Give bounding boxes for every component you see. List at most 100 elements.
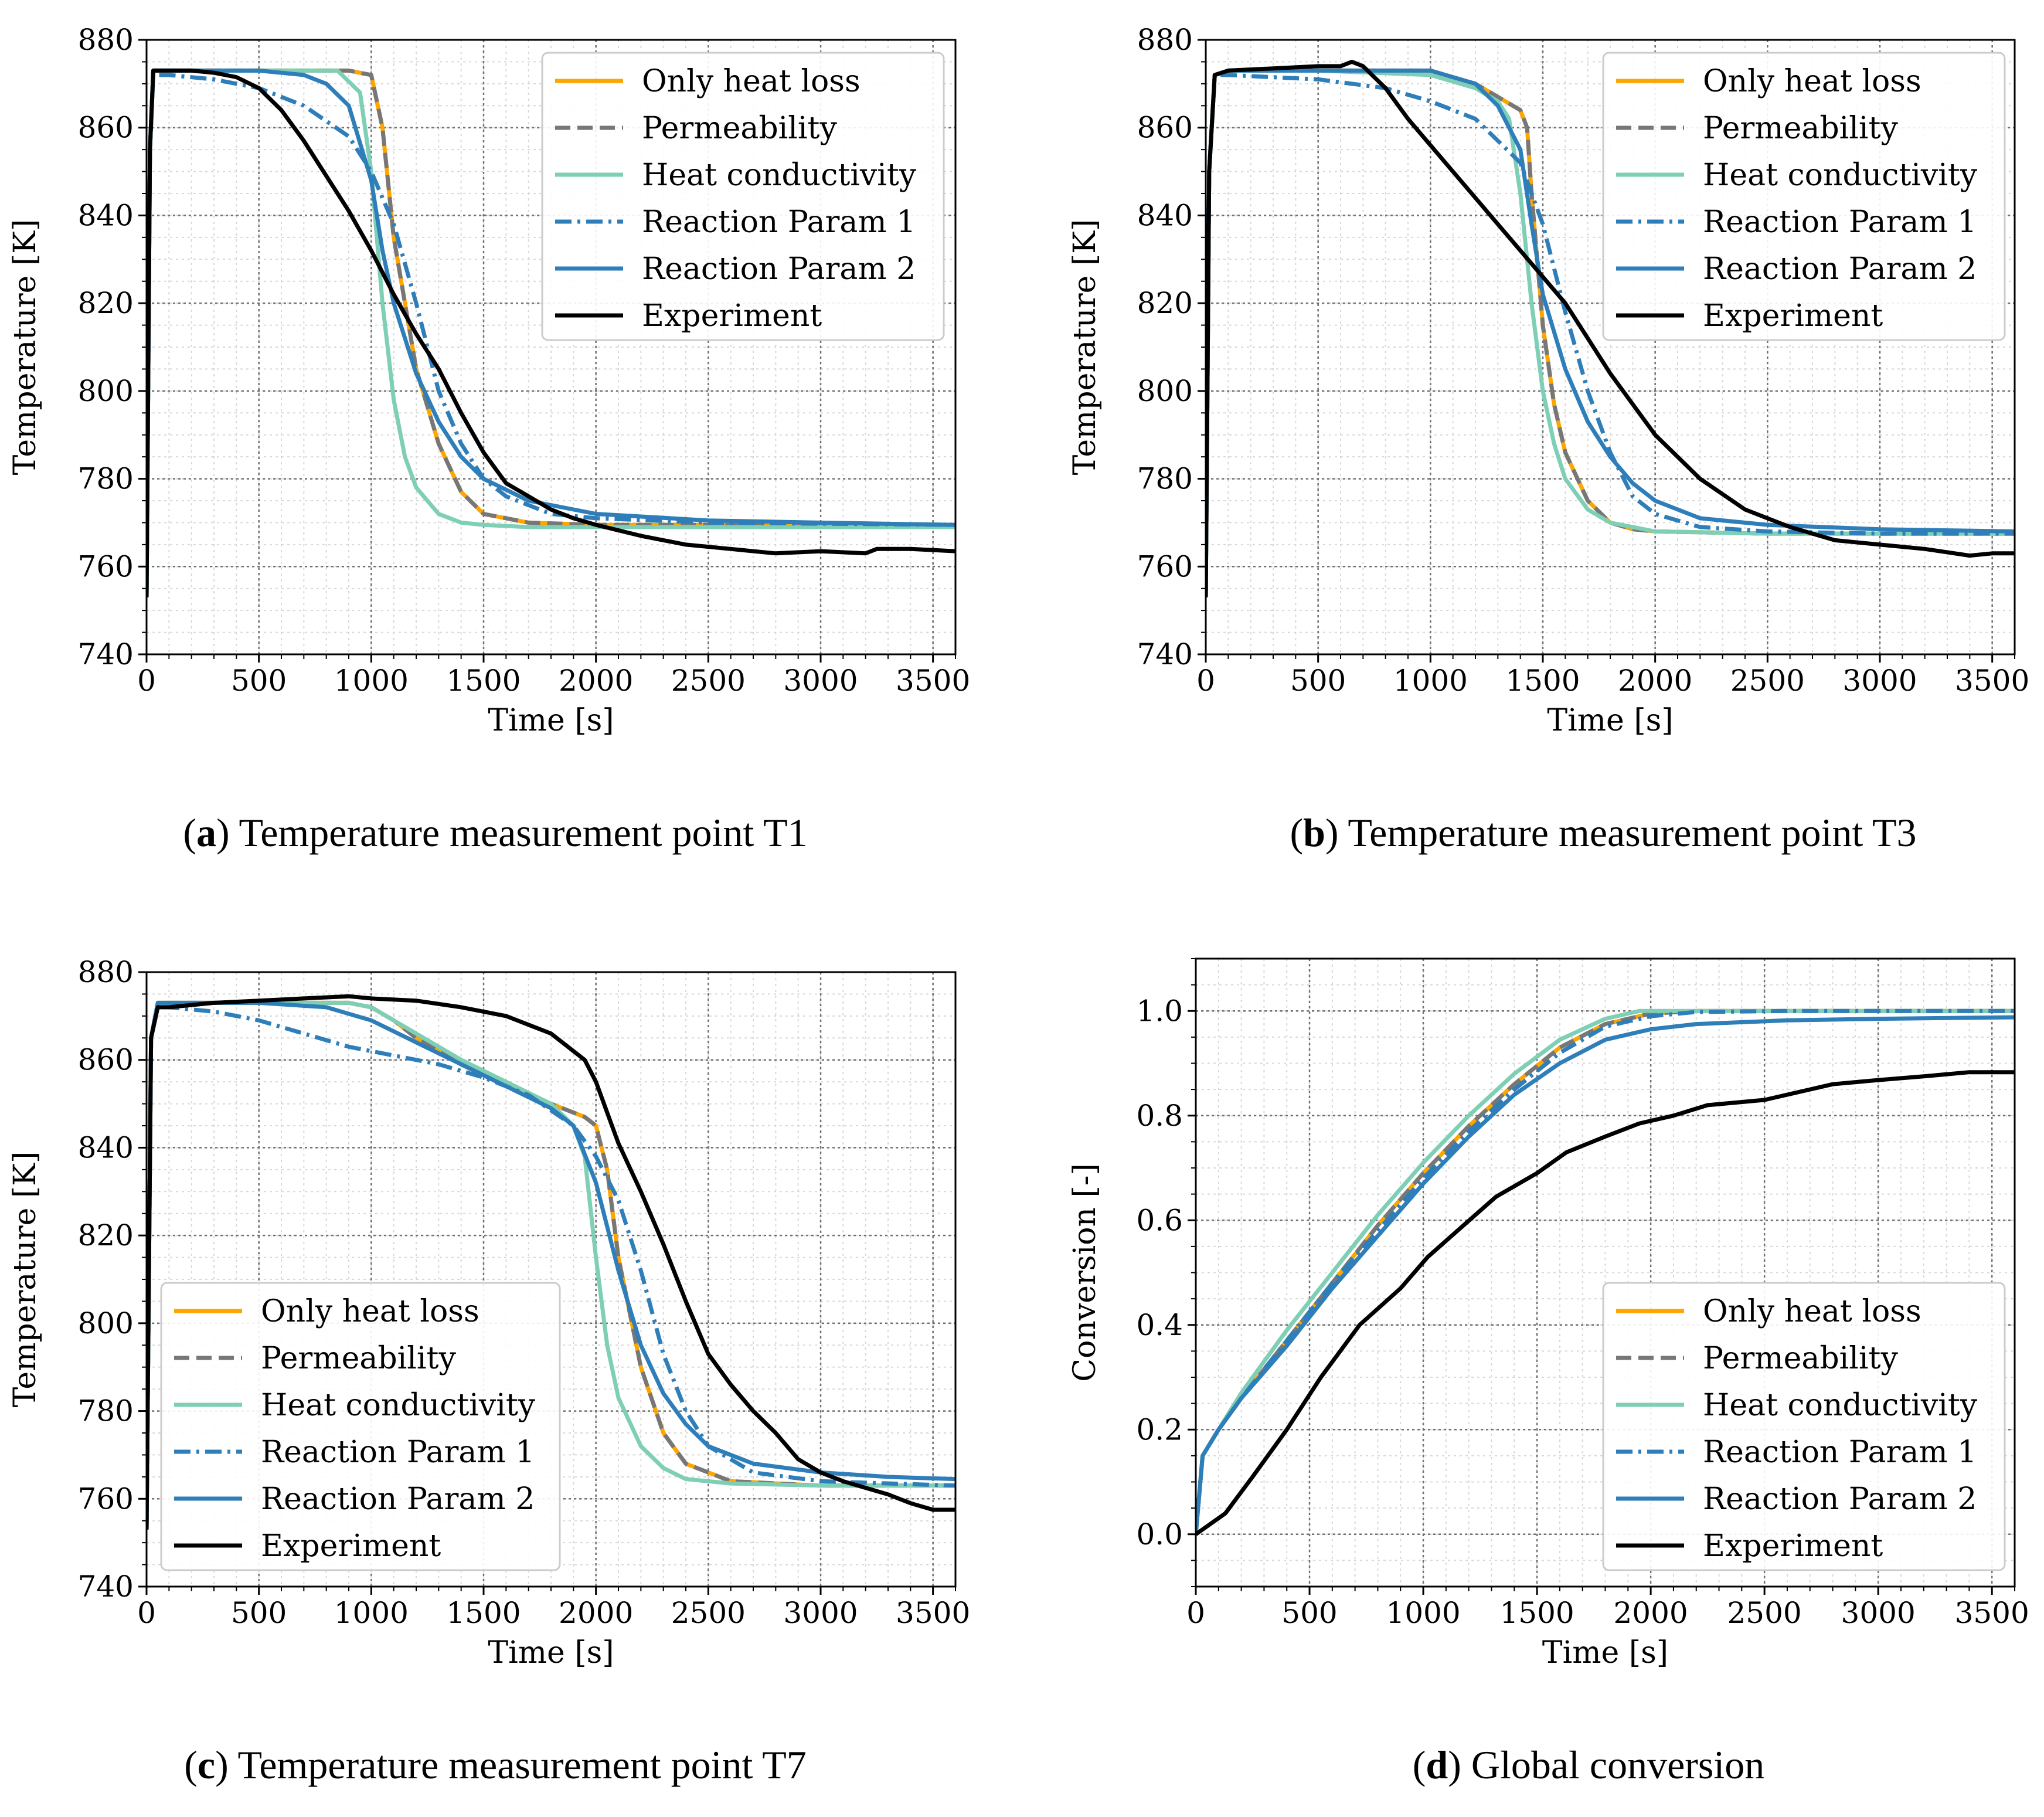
series-line-reaction-param-2	[1196, 1015, 2015, 1535]
y-tick-label: 800	[78, 1306, 134, 1340]
legend-label: Reaction Param 2	[261, 1482, 535, 1517]
caption-text: Temperature measurement point T1	[239, 810, 807, 855]
legend: Only heat loss Permeability Heat conductiv…	[1602, 1282, 2006, 1571]
x-tick-label: 3000	[1842, 664, 1917, 698]
panel-a: 0 500 1000 1500 2000 2500 3000 3500 740 760 780 800…	[8, 23, 970, 855]
series-line-reaction-param-1	[1206, 73, 2015, 597]
x-tick-label: 3000	[783, 1596, 858, 1630]
legend-label: Reaction Param 1	[1703, 1435, 1977, 1470]
y-tick-label: 780	[78, 1394, 134, 1428]
y-axis-label: Conversion [-]	[1067, 1163, 1103, 1381]
y-tick-label: 800	[1137, 374, 1193, 408]
x-tick-label: 500	[231, 664, 287, 698]
legend: Only heat loss Permeability Heat conductiv…	[1602, 52, 2006, 341]
panel-caption: (a) Temperature measurement point T1	[183, 810, 807, 855]
caption-letter: c	[198, 1743, 215, 1787]
legend-label: Experiment	[1703, 298, 1883, 334]
y-axis-label: Temperature [K]	[8, 1152, 43, 1408]
x-tick-label: 3000	[1841, 1596, 1916, 1630]
y-tick-label: 0.2	[1136, 1412, 1183, 1446]
x-tick-label: 2500	[671, 1596, 746, 1630]
y-tick-label: 760	[78, 549, 134, 583]
legend-label: Reaction Param 2	[642, 252, 916, 287]
legend-label: Only heat loss	[642, 64, 861, 99]
x-tick-label: 1500	[1505, 664, 1580, 698]
legend-label: Experiment	[261, 1529, 441, 1564]
x-axis-label: Time [s]	[488, 1635, 614, 1670]
y-tick-label: 820	[78, 1218, 134, 1252]
x-tick-label: 3500	[896, 664, 970, 698]
caption-paren-open: (	[184, 1743, 198, 1787]
caption-paren-close: )	[1325, 810, 1348, 855]
legend-label: Heat conductivity	[642, 158, 917, 193]
x-tick-label: 3500	[1955, 1596, 2029, 1630]
caption-text: Global conversion	[1471, 1743, 1764, 1787]
x-tick-label: 2500	[1730, 664, 1805, 698]
x-axis-label: Time [s]	[1547, 703, 1673, 738]
x-tick-label: 0	[1196, 664, 1215, 698]
y-tick-label: 860	[78, 1043, 134, 1077]
x-tick-label: 3500	[1955, 664, 2029, 698]
legend-label: Experiment	[642, 298, 822, 334]
caption-paren-open: (	[1413, 1743, 1426, 1787]
legend-label: Permeability	[1703, 1341, 1898, 1376]
x-tick-label: 1000	[1386, 1596, 1460, 1630]
caption-paren-close: )	[215, 1743, 237, 1787]
y-tick-label: 840	[78, 198, 134, 232]
x-tick-label: 1500	[446, 1596, 521, 1630]
legend-label: Reaction Param 1	[1703, 205, 1977, 240]
caption-text: Temperature measurement point T7	[238, 1743, 807, 1787]
y-tick-label: 0.8	[1136, 1099, 1183, 1133]
x-tick-label: 500	[1290, 664, 1346, 698]
y-tick-label: 880	[78, 955, 134, 989]
legend-label: Heat conductivity	[261, 1388, 536, 1423]
y-tick-label: 0.0	[1136, 1517, 1183, 1551]
legend-label: Reaction Param 1	[261, 1435, 535, 1470]
x-tick-label: 1000	[334, 1596, 409, 1630]
legend-label: Only heat loss	[1703, 64, 1921, 99]
legend-box	[1602, 1282, 2006, 1571]
caption-letter: b	[1303, 810, 1325, 855]
x-tick-label: 500	[231, 1596, 287, 1630]
y-tick-label: 760	[1137, 549, 1193, 583]
x-tick-label: 2000	[1618, 664, 1692, 698]
legend-label: Only heat loss	[261, 1294, 479, 1329]
x-tick-label: 0	[137, 1596, 156, 1630]
caption-text: Temperature measurement point T3	[1348, 810, 1916, 855]
panel-caption: (b) Temperature measurement point T3	[1290, 810, 1916, 855]
y-tick-label: 860	[78, 111, 134, 145]
x-tick-label: 2500	[671, 664, 746, 698]
y-tick-label: 0.4	[1136, 1308, 1183, 1342]
y-tick-label: 840	[78, 1130, 134, 1164]
legend: Only heat loss Permeability Heat conductiv…	[160, 1282, 561, 1571]
y-tick-label: 740	[78, 637, 134, 671]
caption-paren-open: (	[1290, 810, 1303, 855]
x-tick-label: 2000	[559, 664, 633, 698]
y-tick-label: 840	[1137, 198, 1193, 232]
legend-label: Only heat loss	[1703, 1294, 1921, 1329]
series-group	[1196, 1008, 2015, 1536]
caption-paren-open: (	[183, 810, 196, 855]
y-tick-label: 780	[1137, 462, 1193, 496]
series-group	[1206, 59, 2015, 597]
y-tick-label: 860	[1137, 111, 1193, 145]
x-tick-label: 3000	[783, 664, 858, 698]
y-tick-label: 760	[78, 1482, 134, 1516]
series-line-experiment	[147, 68, 955, 597]
y-tick-label: 880	[1137, 23, 1193, 57]
legend-label: Permeability	[261, 1341, 456, 1376]
y-tick-label: 820	[78, 286, 134, 320]
legend-label: Reaction Param 2	[1703, 252, 1977, 287]
x-tick-label: 0	[137, 664, 156, 698]
x-tick-label: 2500	[1727, 1596, 1802, 1630]
x-axis-label: Time [s]	[488, 703, 614, 738]
legend-label: Permeability	[642, 111, 837, 146]
y-tick-label: 740	[78, 1570, 134, 1604]
series-line-reaction-param-1	[147, 73, 955, 597]
legend: Only heat loss Permeability Heat conductiv…	[541, 52, 945, 341]
series-line-experiment	[147, 994, 955, 1530]
y-tick-label: 800	[78, 374, 134, 408]
series-line-experiment	[1206, 59, 2015, 597]
legend-label: Permeability	[1703, 111, 1898, 146]
